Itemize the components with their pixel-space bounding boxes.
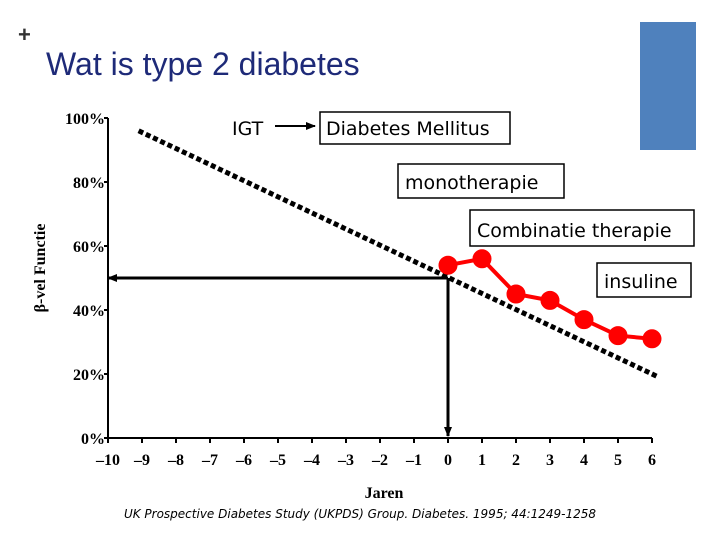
igt-label-group: IGT	[232, 118, 264, 140]
ukpds-data-point	[438, 255, 458, 275]
source-citation: UK Prospective Diabetes Study (UKPDS) Gr…	[123, 507, 597, 521]
x-tick-label: –5	[269, 452, 286, 469]
x-tick-label: –8	[167, 452, 184, 469]
x-tick-label: –4	[303, 452, 320, 469]
x-axis-title: Jaren	[365, 485, 404, 502]
slide-bullet-plus: +	[18, 22, 31, 47]
y-tick-label: 40%	[73, 303, 105, 320]
combinatie-therapie-label-box	[469, 209, 695, 247]
ukpds-data-point	[608, 326, 628, 346]
x-tick-label: –2	[371, 452, 388, 469]
x-tick-label: –1	[405, 452, 422, 469]
x-tick-label: 2	[512, 452, 520, 469]
combinatie-therapie-label-group: Combinatie therapie	[469, 209, 695, 247]
ukpds-data-point	[540, 290, 560, 310]
monotherapie-label-box	[397, 163, 565, 199]
y-tick-label: 100%	[65, 111, 105, 128]
x-tick-label: 3	[546, 452, 554, 469]
x-tick-label: 4	[580, 452, 588, 469]
igt-label: IGT	[232, 118, 264, 140]
diabetes-mellitus-label-box	[319, 111, 511, 145]
x-tick-label: –6	[235, 452, 252, 469]
x-tick-label: –10	[95, 452, 120, 469]
x-tick-label: –3	[337, 452, 354, 469]
x-tick-label: –9	[133, 452, 150, 469]
y-tick-label: 20%	[73, 367, 105, 384]
monotherapie-label-group: monotherapie	[397, 163, 565, 199]
ukpds-data-point	[642, 329, 662, 349]
x-tick-label: 5	[614, 452, 622, 469]
y-tick-label: 0%	[81, 431, 105, 448]
y-tick-label: 80%	[73, 175, 105, 192]
ukpds-data-point	[574, 310, 594, 330]
ukpds-data-point	[506, 284, 526, 304]
insuline-label-box	[596, 262, 692, 298]
insuline-label: insuline	[604, 271, 678, 293]
y-tick-label: 60%	[73, 239, 105, 256]
diabetes-mellitus-label-group: Diabetes Mellitus	[319, 111, 511, 145]
y-axis-title: β-vel Functie	[32, 224, 49, 313]
x-tick-label: 0	[444, 452, 452, 469]
x-tick-label: 6	[648, 452, 656, 469]
ukpds-data-point	[472, 249, 492, 269]
x-tick-label: 1	[478, 452, 486, 469]
combinatie-therapie-label: Combinatie therapie	[477, 220, 672, 242]
accent-bar	[640, 22, 696, 150]
x-tick-label: –7	[201, 452, 218, 469]
insuline-label-group: insuline	[596, 262, 692, 298]
slide-title: Wat is type 2 diabetes	[46, 46, 360, 82]
monotherapie-label: monotherapie	[405, 172, 538, 194]
diabetes-mellitus-label: Diabetes Mellitus	[326, 118, 490, 140]
